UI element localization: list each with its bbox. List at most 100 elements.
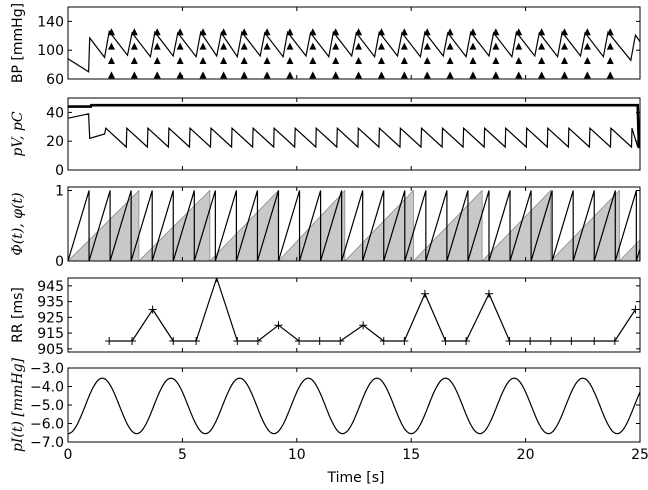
bp-marker [220,71,228,79]
ytick-label: 20 [46,134,64,150]
plot-area-pi [68,377,640,435]
xtick-label: 0 [64,447,73,463]
bp-marker [583,28,591,36]
panel-pv: 0 20 40 pV, pC [10,97,641,179]
xtick-label: 15 [402,447,420,463]
rr-marker [192,336,201,345]
ytick-label: −4.0 [30,380,64,396]
rr-marker [336,336,345,345]
bp-marker [130,28,138,36]
plot-area-rr [105,278,640,345]
xtick-label: 25 [631,447,648,463]
ytick-label: 100 [37,43,64,59]
bp-marker [560,42,568,50]
bp-marker [107,28,115,36]
rr-marker [526,336,535,345]
rr-series-line [109,278,636,342]
bp-marker [469,57,477,64]
y-axis-label-pv: pV, pC [10,111,26,156]
bp-marker [130,57,138,64]
y-axis-label-pi: pI(t) [mmHg] [10,357,26,452]
panel-pi: −7.0 −6.0 −5.0 −4.0 −3.0pI(t) [mmHg] 0 5 10 15 20… [10,357,648,463]
bp-marker [355,71,363,79]
bp-marker [263,28,271,36]
bp-marker [355,42,363,50]
bp-marker [176,28,184,36]
bp-marker [492,28,500,36]
y-axis-label-rr: RR [ms] [10,287,26,343]
bp-marker [560,71,568,79]
ytick-label: 0 [55,254,64,270]
bp-marker [538,71,546,79]
pi-series-line [68,377,640,435]
respiratory-phase-area [344,189,414,261]
panel-phase: 0 1 Φ(t), φ(t) [10,184,641,270]
ytick-label: −3.0 [30,361,64,377]
ytick-label: 905 [37,342,64,358]
bp-marker [309,42,317,50]
ytick-label: 1 [55,184,64,200]
bp-marker [107,71,115,79]
bp-marker [153,42,161,50]
bp-marker [538,28,546,36]
bp-marker [423,28,431,36]
rr-marker [400,336,409,345]
bp-marker [423,57,431,64]
bp-marker [492,57,500,64]
ytick-label: −7.0 [30,435,64,451]
bp-marker [606,57,614,64]
bp-marker [492,42,500,50]
y-axis-label-bp: BP [mmHg] [10,3,26,83]
axes-frame-pv [67,97,641,171]
rr-marker [105,336,114,345]
bp-marker [446,71,454,79]
bp-marker [130,71,138,79]
respiratory-phase-area [618,239,640,261]
rr-marker [169,336,178,345]
rr-marker [546,336,555,345]
bp-marker [153,71,161,79]
bp-marker [400,28,408,36]
rr-marker [631,305,640,314]
ytick-label: −5.0 [30,398,64,414]
plot-area-pv [68,103,640,149]
bp-marker [153,57,161,64]
pv-series-line [68,103,640,149]
bp-marker [263,42,271,50]
x-axis-label: Time [s] [327,470,385,486]
bp-marker [286,42,294,50]
rr-marker [420,289,429,298]
respiratory-phase-area [68,189,140,261]
rr-marker [212,278,221,282]
bp-marker [400,71,408,79]
rr-marker [148,305,157,314]
bp-marker [176,57,184,64]
bp-marker [332,42,340,50]
rr-marker [590,336,599,345]
bp-marker [469,42,477,50]
bp-marker [423,71,431,79]
rr-marker [567,336,576,345]
bp-marker [199,42,207,50]
rr-marker [441,336,450,345]
bp-marker [332,71,340,79]
plot-area-bp [68,28,640,79]
y-axis-label-phase: Φ(t), φ(t) [10,192,26,255]
bp-marker [286,57,294,64]
xtick-label: 5 [178,447,187,463]
bp-marker [220,28,228,36]
bp-marker [220,57,228,64]
cardiac-phase-line [68,190,640,261]
ytick-label: 925 [37,310,64,326]
bp-marker [469,28,477,36]
bp-marker [515,42,523,50]
rr-marker [462,336,471,345]
bp-marker [583,42,591,50]
bp-marker [469,71,477,79]
bp-marker [515,57,523,64]
axes-frame-phase [67,186,641,262]
bp-marker [332,57,340,64]
bp-marker [107,42,115,50]
bp-marker [332,28,340,36]
